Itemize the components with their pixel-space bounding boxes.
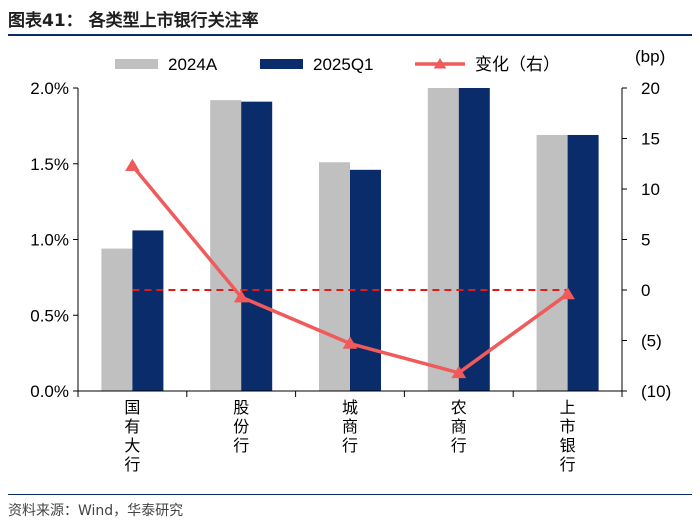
bar-2024a bbox=[319, 162, 350, 391]
left-tick-label: 2.0% bbox=[30, 79, 69, 98]
source-note: 资料来源：Wind，华泰研究 bbox=[8, 503, 184, 519]
right-tick-label: 10 bbox=[641, 180, 660, 199]
category-label: 国有大行 bbox=[124, 400, 140, 474]
left-tick-label: 1.5% bbox=[30, 155, 69, 174]
change-marker bbox=[233, 290, 249, 303]
right-tick-label: (10) bbox=[641, 382, 671, 401]
change-marker bbox=[125, 158, 140, 172]
right-tick-label: 0 bbox=[641, 281, 650, 300]
bar-2025q1 bbox=[458, 88, 490, 391]
right-tick-label: 15 bbox=[641, 130, 660, 149]
title-divider bbox=[8, 34, 692, 36]
legend-label-2024a: 2024A bbox=[168, 55, 218, 74]
bar-2025q1 bbox=[567, 134, 599, 391]
change-marker bbox=[560, 287, 575, 300]
bar-2025q1 bbox=[241, 101, 273, 391]
bars-group bbox=[101, 88, 599, 392]
bar-2024a bbox=[101, 248, 133, 391]
axes-group: 0.0% 0.5% 1.0% 1.5% 2.0% (10) (5) 0 5 10 15 20 (bp) 国… bbox=[30, 47, 671, 474]
category-label: 上市银行 bbox=[560, 399, 576, 474]
category-label: 股份行 bbox=[233, 399, 249, 455]
right-tick-label: 20 bbox=[641, 79, 660, 98]
bar-2024a bbox=[536, 134, 568, 391]
change-marker bbox=[451, 365, 467, 379]
source-divider bbox=[8, 494, 692, 495]
legend-label-change: 变化（右） bbox=[475, 55, 560, 74]
legend-swatch-2024a bbox=[115, 59, 158, 69]
category-label: 城商行 bbox=[342, 399, 358, 455]
change-marker bbox=[342, 336, 358, 349]
legend: 2024A 2025Q1 变化（右） bbox=[115, 55, 560, 74]
left-tick-label: 0.0% bbox=[30, 382, 69, 401]
legend-label-2025q1: 2025Q1 bbox=[313, 55, 374, 74]
bar-2025q1 bbox=[132, 230, 164, 391]
change-line-group bbox=[125, 158, 575, 379]
right-tick-label: 5 bbox=[641, 231, 650, 250]
legend-marker-change bbox=[433, 58, 447, 69]
bar-2024a bbox=[427, 88, 459, 391]
right-tick-label: (5) bbox=[641, 332, 662, 351]
right-axis-unit: (bp) bbox=[635, 47, 665, 66]
left-tick-label: 1.0% bbox=[30, 231, 69, 250]
bar-2025q1 bbox=[350, 169, 381, 391]
bar-2024a bbox=[210, 100, 242, 392]
category-label: 农商行 bbox=[451, 399, 467, 455]
page-title: 图表41： 各类型上市银行关注率 bbox=[8, 11, 259, 31]
left-tick-label: 0.5% bbox=[30, 306, 69, 325]
legend-swatch-2025q1 bbox=[260, 59, 303, 69]
